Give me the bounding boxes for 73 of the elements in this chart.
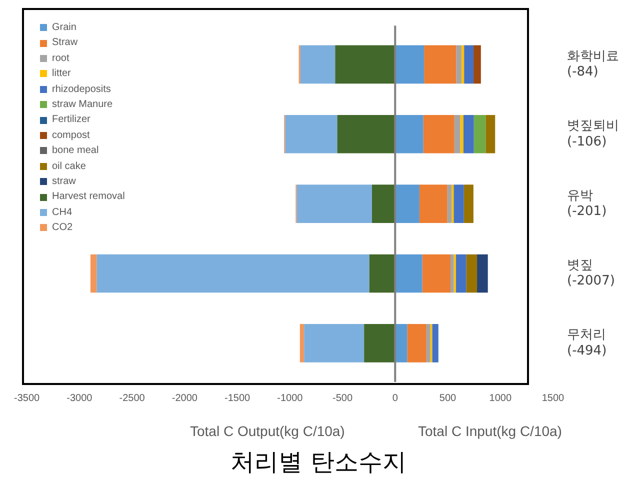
bar: [466, 254, 478, 293]
y-tick-label: 유박 (-201): [567, 188, 607, 219]
legend-label: Fertilizer: [52, 113, 90, 128]
x-tick-label: -500: [332, 392, 353, 404]
bar: [460, 114, 464, 154]
bar: [432, 324, 438, 362]
x-tick-label: -1000: [277, 392, 304, 404]
legend-label: CO2: [52, 221, 73, 236]
bar: [296, 184, 372, 223]
x-tick-label: 0: [392, 392, 398, 404]
legend-label: compost: [52, 128, 90, 143]
bar: [447, 184, 452, 223]
x-tick-label: -3500: [14, 392, 40, 404]
bar: [364, 324, 396, 362]
bar: [486, 114, 496, 154]
bar: [464, 184, 474, 223]
bar: [464, 45, 474, 84]
legend-label: litter: [52, 67, 71, 82]
legend-label: rhizodeposits: [52, 82, 111, 97]
bar: [477, 254, 488, 293]
y-tick-label: 화학비료 (-84): [567, 49, 619, 80]
bar: [372, 184, 396, 223]
bar: [395, 254, 422, 293]
x-tick-label: -2000: [172, 392, 198, 404]
bar: [463, 114, 474, 154]
legend-label: Grain: [52, 21, 76, 35]
x-tick-label: -1500: [224, 392, 250, 404]
legend-label: straw Manure: [52, 98, 113, 112]
bar: [304, 324, 364, 362]
bar: [422, 254, 450, 293]
bar: [456, 254, 466, 293]
x-tick-label: 1500: [542, 392, 565, 404]
bar: [474, 45, 481, 84]
bar: [395, 184, 420, 223]
bar: [426, 324, 430, 362]
bar: [337, 114, 396, 154]
bar: [369, 254, 396, 293]
bar: [395, 324, 408, 362]
bar: [96, 254, 370, 293]
x-tick-label: -3000: [66, 392, 93, 404]
legend-label: root: [52, 52, 70, 66]
bar: [407, 324, 426, 362]
bar: [395, 114, 424, 154]
bar: [285, 114, 338, 154]
bar: [424, 45, 456, 84]
text: 처리별 탄소수지: [230, 447, 408, 478]
bar: [456, 45, 462, 84]
legend-label: CH4: [52, 206, 72, 220]
legend-label: Harvest removal: [52, 190, 125, 204]
bar: [419, 184, 448, 223]
bar: [454, 184, 464, 223]
x-tick-label: 500: [439, 392, 457, 404]
legend-label: oil cake: [52, 160, 86, 174]
legend-label: bone meal: [52, 144, 99, 158]
y-tick-label: 볏짚 (-2007): [567, 258, 615, 289]
bar: [300, 45, 336, 84]
bar: [335, 45, 396, 84]
bar: [454, 114, 460, 154]
x-tick-label: 1000: [489, 392, 512, 404]
y-tick-label: 볏짚퇴비 (-106): [567, 118, 619, 150]
legend-label: straw: [52, 175, 76, 190]
bar: [474, 114, 486, 154]
text: Total C Input(kg C/10a): [418, 423, 562, 439]
bar: [300, 324, 304, 362]
y-tick-label: 무처리 (-494): [567, 328, 607, 358]
bar: [461, 45, 464, 84]
bar: [395, 45, 424, 84]
x-tick-label: -2500: [119, 392, 146, 404]
text: Total C Output(kg C/10a): [190, 423, 345, 439]
legend-label: Straw: [52, 36, 78, 50]
bar: [90, 254, 97, 293]
bar: [423, 114, 454, 154]
bar: [450, 254, 454, 293]
